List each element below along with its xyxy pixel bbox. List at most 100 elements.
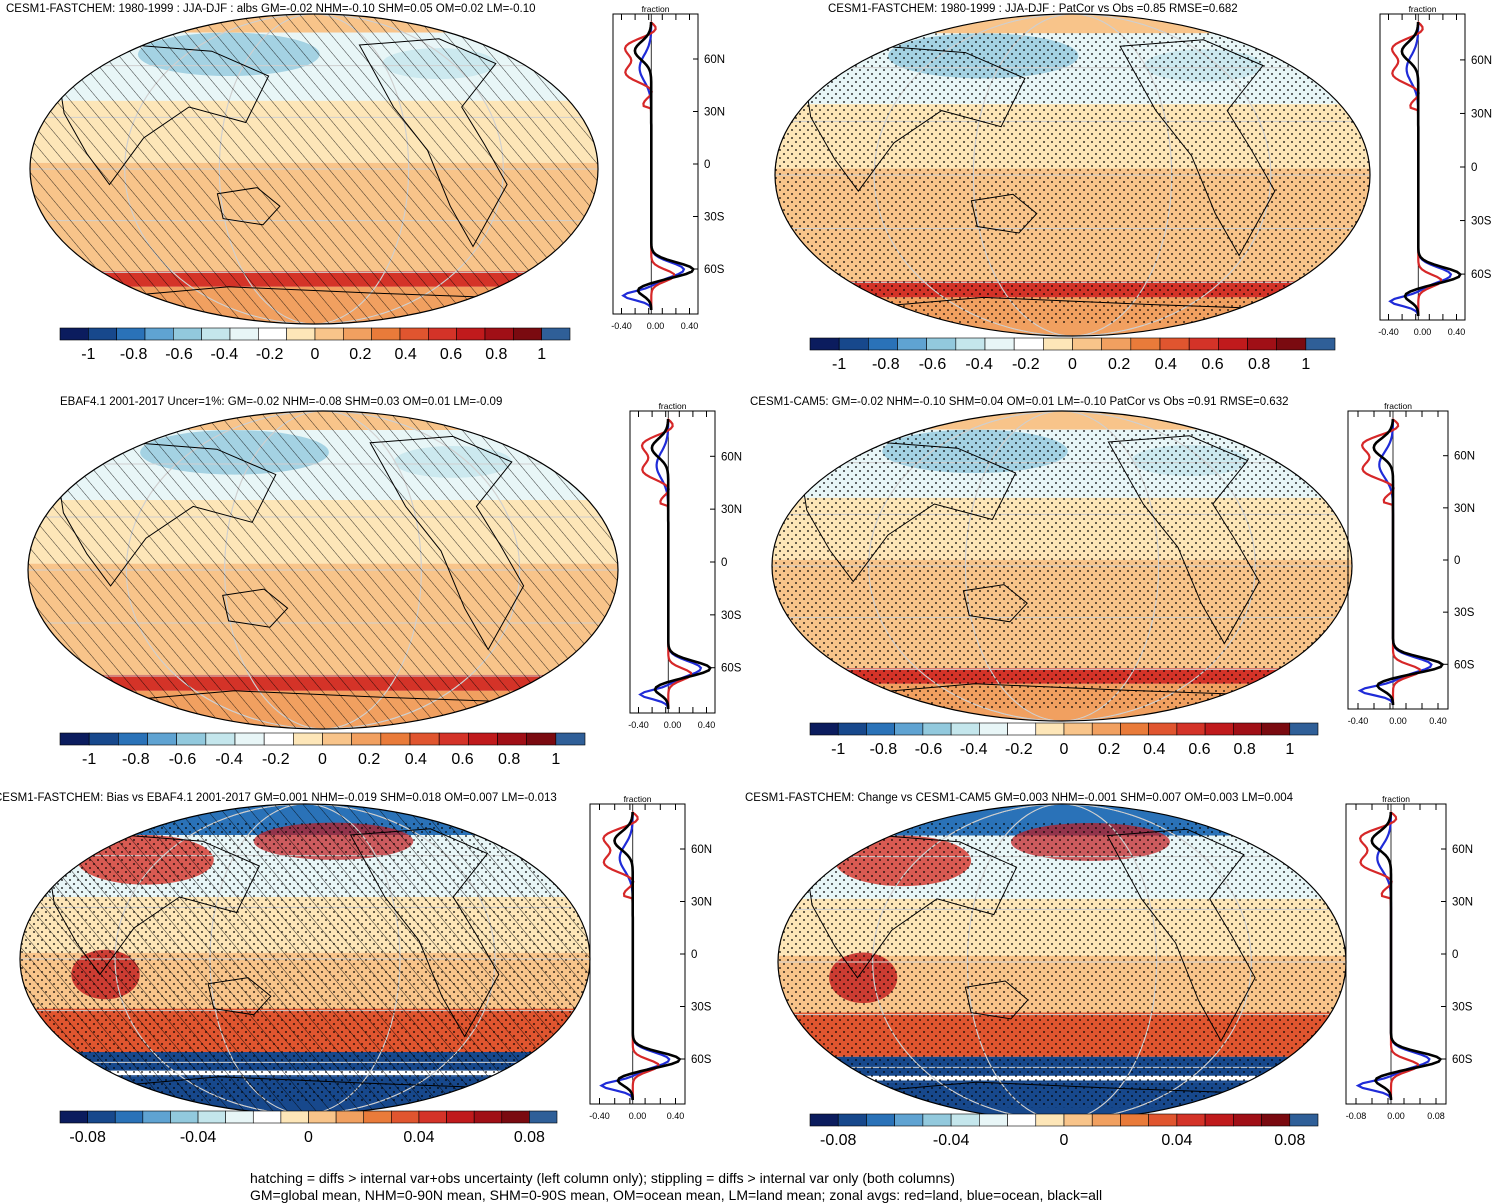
x-tick-label: 0.00 <box>1387 1111 1405 1121</box>
zonal-axis-label: fraction <box>1382 794 1410 804</box>
colorbar-tick-label: -0.4 <box>211 346 239 363</box>
x-tick-label: 0.08 <box>1427 1111 1445 1121</box>
colorbar-tick-label: 0.8 <box>485 346 507 363</box>
x-tick-label: -0.40 <box>589 1111 610 1121</box>
panel-ebaf-obs: EBAF4.1 2001-2017 Uncer=1%: GM=-0.02 NHM… <box>0 393 750 783</box>
lat-tick-label: 60N <box>1471 55 1492 67</box>
colorbar-tick-label: 0.08 <box>1274 1132 1305 1149</box>
colorbar: -0.08 -0.04 0 0.04 0.08 <box>59 1110 558 1146</box>
colorbar-tick-label: 0.4 <box>405 751 427 768</box>
colorbar-swatch <box>409 732 440 746</box>
colorbar-swatch <box>176 732 207 746</box>
lat-tick-label: 0 <box>1452 949 1458 961</box>
colorbar-swatch <box>1035 722 1065 736</box>
colorbar-tick-label: 0.04 <box>403 1129 434 1146</box>
colorbar-tick-label: 0 <box>1068 356 1077 373</box>
colorbar-tick-label: -0.6 <box>915 741 943 758</box>
colorbar-tick-label: -0.2 <box>1005 741 1033 758</box>
colorbar-swatch <box>1261 722 1291 736</box>
world-map <box>774 13 1371 337</box>
colorbar-swatch <box>1261 1113 1291 1127</box>
panel-title: CESM1-FASTCHEM: 1980-1999 : JJA-DJF : Pa… <box>828 3 1238 15</box>
colorbar-tick-label: 0.2 <box>1098 741 1120 758</box>
colorbar-swatch <box>1007 722 1037 736</box>
colorbar-swatch <box>1289 722 1319 736</box>
lat-tick-label: 30N <box>1454 503 1475 515</box>
panel-cesm1-cam5: CESM1-CAM5: GM=-0.02 NHM=-0.10 SHM=0.04 … <box>750 393 1500 783</box>
x-tick-label: 0.00 <box>647 321 665 331</box>
colorbar-swatch <box>144 327 174 341</box>
lat-tick-label: 0 <box>704 159 710 171</box>
colorbar-swatch <box>473 1110 503 1124</box>
colorbar-swatch <box>1176 1113 1206 1127</box>
lat-tick-label: 60S <box>1454 659 1475 671</box>
colorbar-swatch <box>446 1110 475 1124</box>
colorbar-tick-label: 0.4 <box>1143 741 1165 758</box>
colorbar-tick-label: -1 <box>81 346 95 363</box>
colorbar-swatch <box>351 732 382 746</box>
colorbar-swatch <box>955 337 986 351</box>
world-map <box>19 803 591 1115</box>
colorbar-swatch <box>950 722 980 736</box>
colorbar-swatch <box>418 1110 447 1124</box>
colorbar-tick-label: 0.2 <box>349 346 371 363</box>
colorbar-tick-label: -0.4 <box>960 741 988 758</box>
colorbar-swatch <box>1101 337 1132 351</box>
x-tick-label: 0.40 <box>681 321 699 331</box>
world-map <box>777 803 1347 1121</box>
colorbar-tick-label: 0.8 <box>1248 356 1270 373</box>
lat-tick-label: 30N <box>691 897 712 909</box>
world-map <box>29 13 599 325</box>
colorbar-swatch <box>142 1110 171 1124</box>
colorbar-tick-label: 0 <box>304 1129 313 1146</box>
x-tick-label: 0.00 <box>629 1111 647 1121</box>
x-tick-label: -0.40 <box>611 321 632 331</box>
x-tick-label: -0.40 <box>1348 716 1369 726</box>
colorbar-tick-label: 0.2 <box>1108 356 1130 373</box>
colorbar-swatch <box>897 337 927 351</box>
lat-tick-label: 60S <box>1452 1054 1473 1066</box>
colorbar-swatch <box>59 732 90 746</box>
colorbar-tick-label: -0.8 <box>870 741 898 758</box>
x-tick-label: 0.40 <box>1448 327 1466 337</box>
colorbar-swatch <box>894 1113 924 1127</box>
colorbar-swatch <box>59 327 89 341</box>
colorbar-swatch <box>809 722 839 736</box>
colorbar-swatch <box>88 732 119 746</box>
colorbar-swatch <box>1233 1113 1262 1127</box>
lat-tick-label: 30S <box>721 610 742 622</box>
colorbar-tick-label: 1 <box>551 751 560 768</box>
colorbar-swatch <box>263 732 294 746</box>
colorbar-tick-label: -0.08 <box>820 1132 857 1149</box>
colorbar-swatch <box>529 1110 558 1124</box>
colorbar-swatch <box>147 732 177 746</box>
zonal-series-all <box>650 418 712 710</box>
colorbar-tick-label: -0.2 <box>256 346 284 363</box>
lat-tick-label: 60N <box>1452 844 1473 856</box>
colorbar-swatch <box>456 327 486 341</box>
zonal-average-plot: fraction 60N 30N 0 30S 60S -0.40 0.00 0.40 <box>1378 4 1492 337</box>
colorbar-swatch <box>1176 722 1206 736</box>
panel-title: CESM1-FASTCHEM: Bias vs EBAF4.1 2001-201… <box>0 792 557 804</box>
zonal-axis-label: fraction <box>1409 4 1437 14</box>
lat-tick-label: 0 <box>721 557 727 569</box>
lat-tick-label: 30S <box>691 1002 712 1014</box>
colorbar-swatch <box>1204 722 1234 736</box>
lat-tick-label: 0 <box>1471 162 1477 174</box>
colorbar-tick-label: -0.8 <box>872 356 900 373</box>
lat-tick-label: 30N <box>1452 897 1473 909</box>
lat-tick-label: 30S <box>1454 607 1475 619</box>
colorbar-tick-label: -0.6 <box>169 751 197 768</box>
colorbar-swatch <box>837 1113 867 1127</box>
colorbar-swatch <box>438 732 469 746</box>
colorbar-swatch <box>201 327 231 341</box>
colorbar-swatch <box>59 1110 88 1124</box>
colorbar-swatch <box>308 1110 337 1124</box>
colorbar-swatch <box>1148 722 1178 736</box>
colorbar-swatch <box>114 1110 144 1124</box>
colorbar-swatch <box>428 327 457 341</box>
colorbar-swatch <box>926 337 957 351</box>
colorbar-swatch <box>229 327 259 341</box>
colorbar-swatch <box>526 732 557 746</box>
colorbar-swatch <box>1063 722 1093 736</box>
